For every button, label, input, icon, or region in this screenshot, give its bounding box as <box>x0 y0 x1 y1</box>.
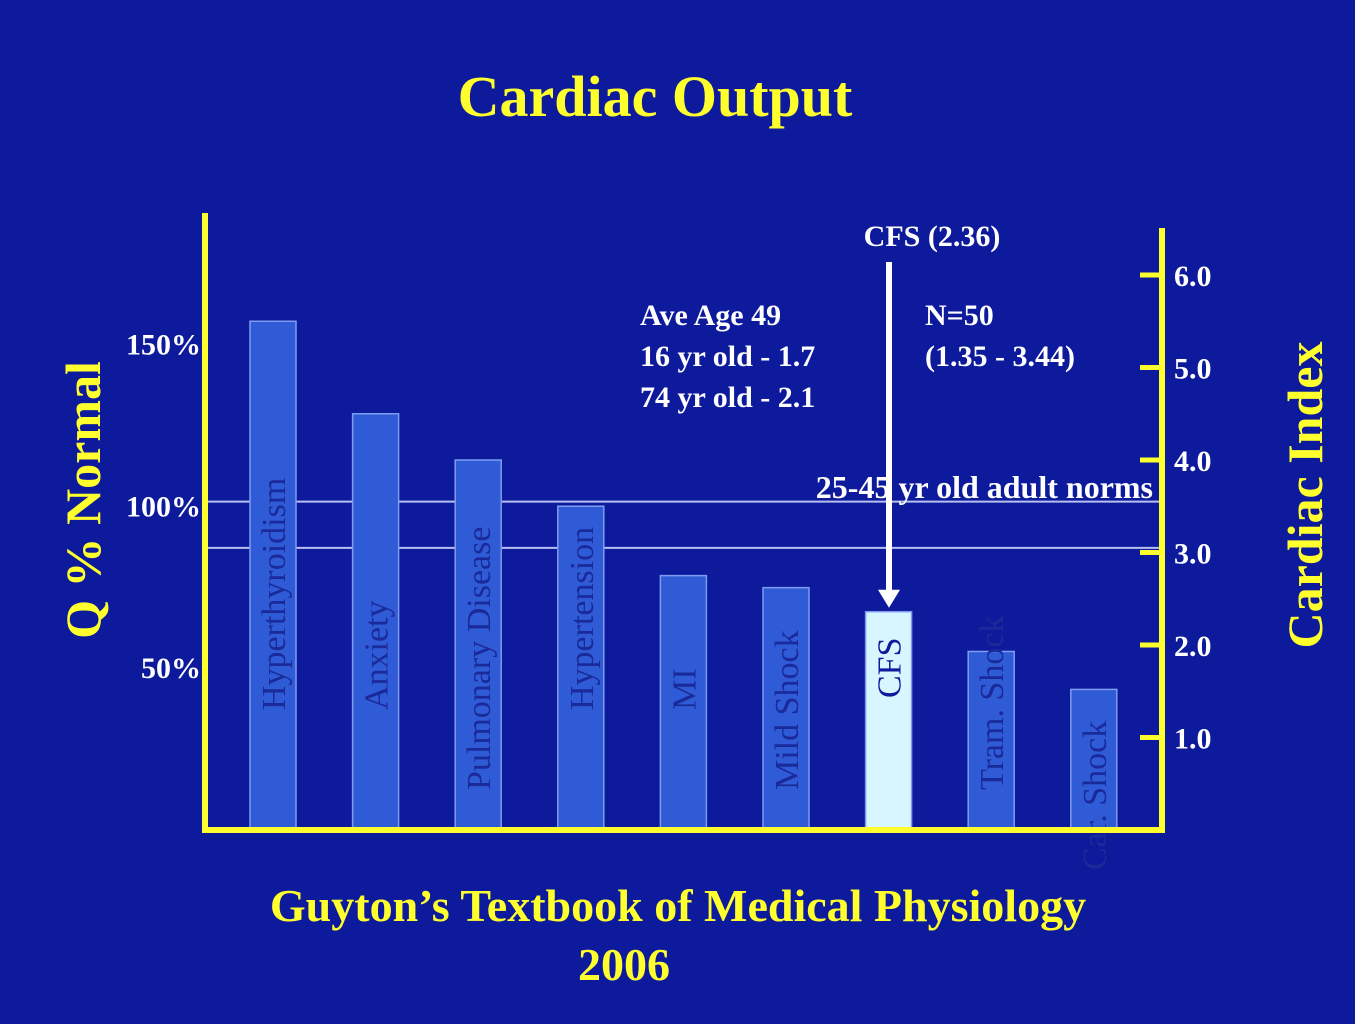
bar-pulmonary-disease <box>454 459 502 831</box>
bar-label: Hypertension <box>564 527 601 710</box>
bar-label: Car. Shock <box>1077 721 1114 870</box>
right-tick-label: 6.0 <box>1174 260 1212 293</box>
left-tick-label: 100% <box>126 490 201 523</box>
cfs-arrow-head <box>878 589 900 608</box>
bar-mild-shock <box>762 586 810 831</box>
right-tick-label: 1.0 <box>1174 723 1212 756</box>
left-tick-label: 150% <box>126 328 201 361</box>
axes: 50% 100% 150% 1.0 2.0 3.0 4.0 5.0 6.0 <box>126 213 1212 833</box>
bar-hyperthyroidism <box>249 320 297 831</box>
bar-label: Anxiety <box>359 600 396 710</box>
left-axis-label: Q % Normal <box>55 361 111 639</box>
right-tick-label: 5.0 <box>1174 353 1212 386</box>
right-tick-label: 3.0 <box>1174 538 1212 571</box>
right-tick-label: 2.0 <box>1174 630 1212 663</box>
source-citation: Guyton’s Textbook of Medical Physiology <box>270 880 1086 931</box>
right-tick-label: 4.0 <box>1174 445 1212 478</box>
norm-band-label: 25-45 yr old adult norms <box>816 469 1153 505</box>
age-annotation-line: Ave Age 49 <box>640 299 781 332</box>
left-tick-label: 50% <box>141 652 201 685</box>
bar-mi <box>659 574 708 831</box>
n-annotation-line: N=50 <box>925 299 994 332</box>
norm-band <box>205 500 1162 549</box>
bar-cfs <box>864 610 913 831</box>
bar-label: Mild Shock <box>769 630 806 790</box>
age-annotation-line: 16 yr old - 1.7 <box>640 340 815 373</box>
chart-title: Cardiac Output <box>458 64 853 129</box>
right-axis-label: Cardiac Index <box>1277 342 1333 649</box>
bar-hypertension <box>557 505 605 831</box>
bar-label: CFS <box>872 638 909 699</box>
bar-label: Hyperthyroidism <box>256 478 293 710</box>
bar-label: Pulmonary Disease <box>461 527 498 790</box>
source-year: 2006 <box>578 939 670 990</box>
bars: Hyperthyroidism Anxiety Pulmonary Disease H… <box>249 320 1118 870</box>
cfs-callout-label: CFS (2.36) <box>864 220 1001 253</box>
n-annotation-line: (1.35 - 3.44) <box>925 340 1075 373</box>
bar-label: Tram. Shock <box>974 616 1011 790</box>
annotations: CFS (2.36) Ave Age 49 16 yr old - 1.7 74 yr… <box>640 220 1153 608</box>
bar-label: MI <box>666 668 703 710</box>
age-annotation-line: 74 yr old - 2.1 <box>640 381 815 414</box>
